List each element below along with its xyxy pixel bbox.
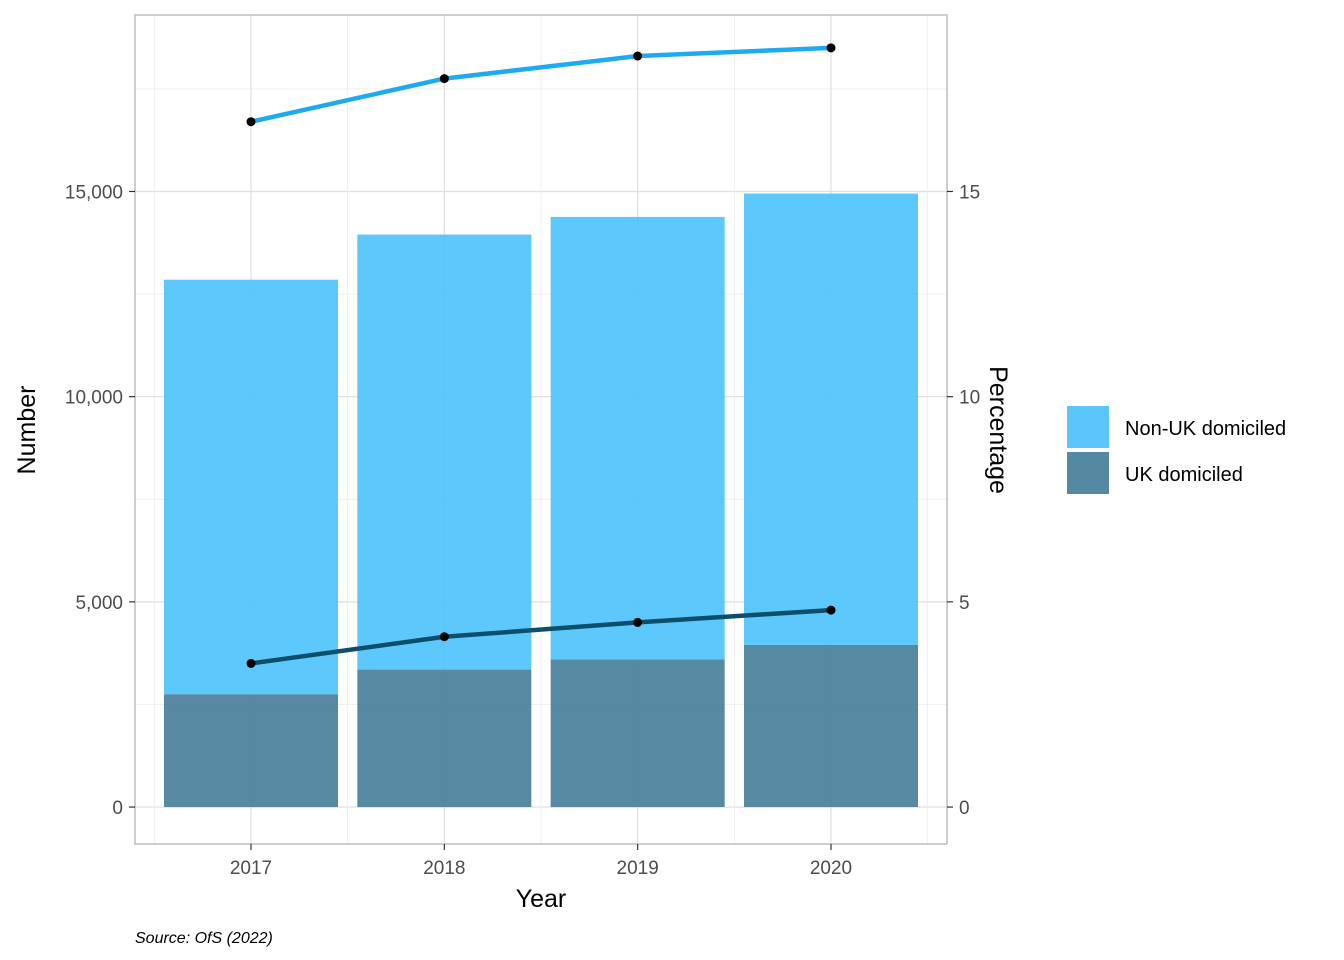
x-tick-label: 2020 xyxy=(810,858,852,879)
y-tick-label: 5,000 xyxy=(75,593,123,614)
y2-axis-title: Percentage xyxy=(984,366,1012,494)
x-axis-title: Year xyxy=(516,885,567,913)
legend-label-non-uk: Non-UK domiciled xyxy=(1125,418,1286,440)
y-tick-label: 15,000 xyxy=(65,182,123,203)
lines xyxy=(246,43,836,668)
bar-uk-2019 xyxy=(550,659,725,808)
line-series-1 xyxy=(248,607,834,666)
bars xyxy=(164,193,918,808)
source-caption: Source: OfS (2022) xyxy=(135,930,273,947)
y2-tick-label: 15 xyxy=(959,182,980,203)
y2-tick-label: 5 xyxy=(959,593,970,614)
line-point-1-2020 xyxy=(826,605,836,615)
bar-non-uk-2018 xyxy=(357,234,532,670)
panel-border xyxy=(134,14,948,845)
legend: Non-UK domiciled UK domiciled xyxy=(1067,406,1286,494)
bar-uk-2020 xyxy=(744,644,918,808)
legend-key-non-uk xyxy=(1067,406,1109,448)
legend-label-uk: UK domiciled xyxy=(1125,464,1243,486)
bar-non-uk-2017 xyxy=(164,279,338,695)
line-series-0 xyxy=(248,45,834,124)
bar-uk-2017 xyxy=(164,694,338,808)
y-axis-right: 0 5 10 15 xyxy=(947,182,980,819)
legend-key-uk xyxy=(1067,452,1109,494)
bar-uk-2018 xyxy=(357,669,532,808)
line-point-0-2019 xyxy=(633,51,643,61)
line-point-0-2020 xyxy=(826,43,836,53)
x-axis: 2017 2018 2019 2020 xyxy=(230,844,852,879)
y2-tick-label: 10 xyxy=(959,388,980,409)
y-tick-label: 10,000 xyxy=(65,388,123,409)
line-point-1-2019 xyxy=(633,617,643,627)
line-point-1-2017 xyxy=(246,658,256,668)
y-axis-title: Number xyxy=(13,386,41,475)
y-axis-left: 0 5,000 10,000 15,000 xyxy=(65,182,135,819)
y-tick-label: 0 xyxy=(112,798,123,819)
x-tick-label: 2019 xyxy=(617,858,659,879)
line-point-1-2018 xyxy=(439,632,449,642)
x-tick-label: 2018 xyxy=(423,858,465,879)
bar-non-uk-2019 xyxy=(550,216,725,660)
y2-tick-label: 0 xyxy=(959,798,970,819)
line-point-0-2017 xyxy=(246,117,256,127)
x-tick-label: 2017 xyxy=(230,858,272,879)
line-point-0-2018 xyxy=(439,74,449,84)
bar-non-uk-2020 xyxy=(744,193,918,645)
